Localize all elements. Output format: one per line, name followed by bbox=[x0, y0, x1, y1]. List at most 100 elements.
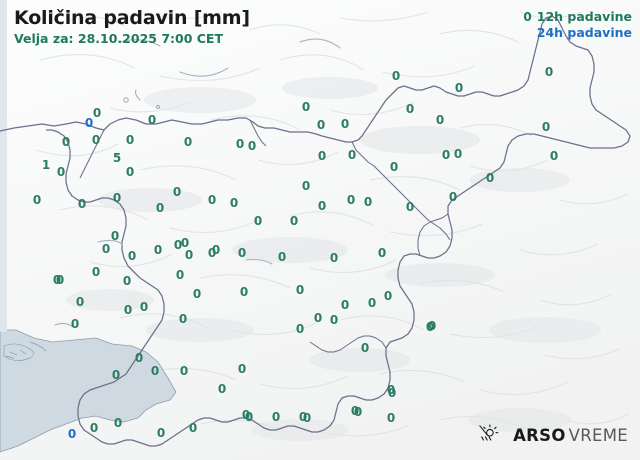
station-value[interactable]: 0 bbox=[247, 139, 257, 153]
station-value[interactable]: 0 bbox=[313, 311, 323, 325]
station-value[interactable]: 0 bbox=[387, 386, 397, 400]
station-value[interactable]: 0 bbox=[84, 116, 94, 130]
station-value[interactable]: 0 bbox=[346, 193, 356, 207]
station-value[interactable]: 0 bbox=[183, 135, 193, 149]
station-value[interactable]: 0 bbox=[386, 383, 396, 397]
station-value[interactable]: 0 bbox=[350, 404, 360, 418]
station-value[interactable]: 0 bbox=[178, 312, 188, 326]
station-value[interactable]: 0 bbox=[317, 149, 327, 163]
station-value[interactable]: 0 bbox=[239, 285, 249, 299]
station-value[interactable]: 0 bbox=[207, 193, 217, 207]
station-value[interactable]: 0 bbox=[184, 248, 194, 262]
station-value[interactable]: 0 bbox=[289, 214, 299, 228]
station-value[interactable]: 0 bbox=[77, 197, 87, 211]
station-value[interactable]: 0 bbox=[316, 118, 326, 132]
station-value[interactable]: 0 bbox=[317, 199, 327, 213]
station-value[interactable]: 0 bbox=[139, 300, 149, 314]
station-value[interactable]: 0 bbox=[441, 148, 451, 162]
station-value[interactable]: 0 bbox=[153, 243, 163, 257]
station-value[interactable]: 0 bbox=[147, 113, 157, 127]
station-value[interactable]: 0 bbox=[70, 317, 80, 331]
station-value[interactable]: 0 bbox=[61, 135, 71, 149]
station-value[interactable]: 0 bbox=[123, 303, 133, 317]
station-value[interactable]: 0 bbox=[179, 364, 189, 378]
station-value[interactable]: 0 bbox=[405, 200, 415, 214]
station-value[interactable]: 0 bbox=[188, 421, 198, 435]
station-value[interactable]: 0 bbox=[241, 408, 251, 422]
station-value[interactable]: 0 bbox=[454, 81, 464, 95]
station-value[interactable]: 0 bbox=[55, 273, 65, 287]
station-value[interactable]: 0 bbox=[302, 411, 312, 425]
station-value[interactable]: 0 bbox=[237, 362, 247, 376]
station-value[interactable]: 0 bbox=[127, 249, 137, 263]
station-value[interactable]: 0 bbox=[172, 185, 182, 199]
station-value[interactable]: 0 bbox=[389, 160, 399, 174]
station-value[interactable]: 0 bbox=[340, 117, 350, 131]
station-value[interactable]: 0 bbox=[363, 195, 373, 209]
station-value[interactable]: 0 bbox=[271, 410, 281, 424]
station-value[interactable]: 0 bbox=[425, 320, 435, 334]
station-value[interactable]: 0 bbox=[125, 165, 135, 179]
station-value[interactable]: 0 bbox=[32, 193, 42, 207]
station-value[interactable]: 0 bbox=[295, 322, 305, 336]
station-value[interactable]: 5 bbox=[112, 151, 122, 165]
station-value[interactable]: 0 bbox=[122, 274, 132, 288]
station-value[interactable]: 0 bbox=[386, 411, 396, 425]
station-value[interactable]: 0 bbox=[92, 106, 102, 120]
station-value[interactable]: 0 bbox=[340, 298, 350, 312]
station-value[interactable]: 0 bbox=[383, 289, 393, 303]
station-value[interactable]: 0 bbox=[485, 171, 495, 185]
station-value[interactable]: 0 bbox=[156, 426, 166, 440]
station-value[interactable]: 0 bbox=[360, 341, 370, 355]
station-value[interactable]: 0 bbox=[175, 268, 185, 282]
station-value[interactable]: 0 bbox=[125, 133, 135, 147]
station-value[interactable]: 0 bbox=[295, 283, 305, 297]
station-value[interactable]: 0 bbox=[89, 421, 99, 435]
station-value[interactable]: 0 bbox=[244, 410, 254, 424]
station-value[interactable]: 0 bbox=[207, 246, 217, 260]
station-value[interactable]: 0 bbox=[237, 246, 247, 260]
station-value[interactable]: 0 bbox=[173, 238, 183, 252]
station-value[interactable]: 0 bbox=[253, 214, 263, 228]
station-value[interactable]: 0 bbox=[367, 296, 377, 310]
station-value[interactable]: 0 bbox=[52, 273, 62, 287]
station-value[interactable]: 1 bbox=[41, 158, 51, 172]
station-value[interactable]: 0 bbox=[134, 351, 144, 365]
station-value[interactable]: 0 bbox=[544, 65, 554, 79]
station-value[interactable]: 0 bbox=[427, 319, 437, 333]
station-value[interactable]: 0 bbox=[353, 405, 363, 419]
station-value[interactable]: 0 bbox=[217, 382, 227, 396]
station-value[interactable]: 0 bbox=[112, 191, 122, 205]
station-value[interactable]: 0 bbox=[298, 410, 308, 424]
station-value[interactable]: 0 bbox=[329, 313, 339, 327]
station-value[interactable]: 0 bbox=[391, 69, 401, 83]
station-value[interactable]: 0 bbox=[235, 137, 245, 151]
station-value[interactable]: 0 bbox=[192, 287, 202, 301]
station-value[interactable]: 0 bbox=[448, 190, 458, 204]
station-value[interactable]: 0 bbox=[111, 368, 121, 382]
station-value[interactable]: 0 bbox=[405, 102, 415, 116]
station-value[interactable]: 0 bbox=[549, 149, 559, 163]
station-value[interactable]: 0 bbox=[155, 201, 165, 215]
station-value[interactable]: 0 bbox=[150, 364, 160, 378]
station-value[interactable]: 0 bbox=[329, 251, 339, 265]
station-value[interactable]: 0 bbox=[541, 120, 551, 134]
station-value[interactable]: 0 bbox=[377, 246, 387, 260]
station-value[interactable]: 0 bbox=[229, 196, 239, 210]
station-value[interactable]: 0 bbox=[435, 113, 445, 127]
station-value[interactable]: 0 bbox=[110, 229, 120, 243]
station-value[interactable]: 0 bbox=[91, 133, 101, 147]
station-value[interactable]: 0 bbox=[347, 148, 357, 162]
station-value[interactable]: 0 bbox=[113, 416, 123, 430]
station-value[interactable]: 0 bbox=[453, 147, 463, 161]
station-value[interactable]: 0 bbox=[67, 427, 77, 441]
station-value[interactable]: 0 bbox=[301, 179, 311, 193]
station-value[interactable]: 0 bbox=[56, 165, 66, 179]
station-value[interactable]: 0 bbox=[91, 265, 101, 279]
station-value[interactable]: 0 bbox=[180, 236, 190, 250]
station-value[interactable]: 0 bbox=[75, 295, 85, 309]
station-value[interactable]: 0 bbox=[301, 100, 311, 114]
station-value[interactable]: 0 bbox=[101, 242, 111, 256]
station-value[interactable]: 0 bbox=[277, 250, 287, 264]
station-value[interactable]: 0 bbox=[211, 243, 221, 257]
